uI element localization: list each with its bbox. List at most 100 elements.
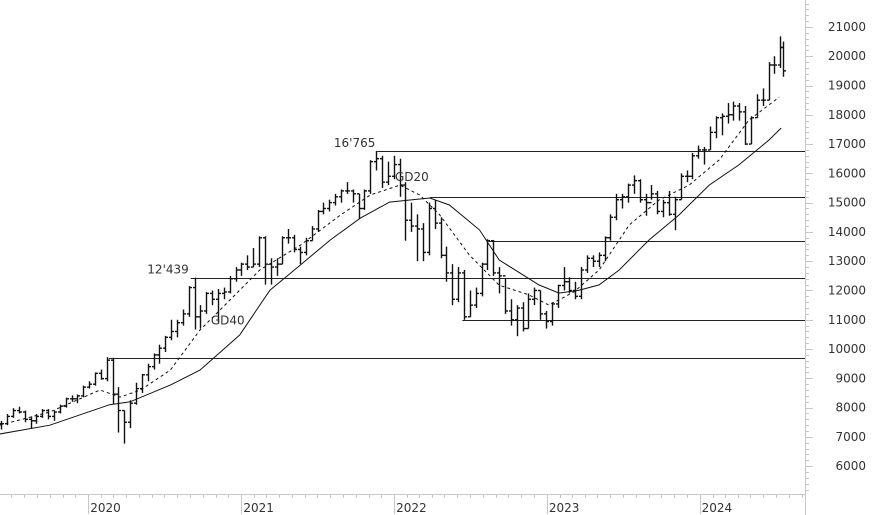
ohlc-bar [116, 387, 121, 433]
ohlc-bar [17, 406, 22, 414]
ohlc-bar [702, 146, 707, 165]
ohlc-bar [644, 193, 649, 216]
ohlc-bar [761, 88, 766, 107]
ohlc-bar [298, 246, 303, 265]
ohlc-bar [439, 217, 444, 259]
ohlc-bar [187, 286, 192, 317]
ohlc-bar [23, 410, 28, 423]
ohlc-bar [52, 410, 57, 421]
y-tick-label: 16000 [828, 166, 866, 180]
ohlc-bar [731, 101, 736, 121]
ohlc-bar [257, 236, 262, 268]
ohlc-bar [111, 357, 116, 404]
ohlc-bar [415, 214, 420, 262]
annotation-label: GD20 [395, 170, 429, 184]
ohlc-bar [696, 145, 701, 159]
ohlc-bar [532, 287, 537, 306]
ohlc-bar [515, 305, 520, 337]
ohlc-bar [603, 236, 608, 262]
ohlc-bar [781, 41, 786, 77]
ohlc-bar [474, 287, 479, 309]
ohlc-bar [661, 199, 666, 218]
ohlc-bar [40, 409, 45, 418]
ohlc-bar [690, 152, 695, 180]
moving-averages [0, 96, 782, 435]
ohlc-bar [245, 255, 250, 270]
ohlc-bar [0, 420, 4, 430]
ohlc-bar [755, 94, 760, 119]
ohlc-bar [122, 409, 127, 444]
ohlc-bar [456, 267, 461, 303]
ohlc-bar [58, 404, 63, 414]
ohlc-bar [749, 116, 754, 145]
y-tick-label: 20000 [828, 49, 866, 63]
ohlc-bar [562, 267, 567, 291]
ohlc-bar [485, 239, 490, 270]
ohlc-bar [626, 183, 631, 203]
ohlc-bar [5, 414, 10, 426]
ohlc-bar [608, 214, 613, 241]
ohlc-bar [239, 262, 244, 276]
ohlc-bar [152, 353, 157, 370]
ohlc-bar [620, 193, 625, 209]
y-tick-label: 14000 [828, 225, 866, 239]
ohlc-bar [714, 116, 719, 139]
ohlc-bar [193, 277, 198, 330]
y-tick-label: 18000 [828, 108, 866, 122]
y-tick-label: 12000 [828, 283, 866, 297]
ohlc-bar [204, 291, 209, 314]
y-tick-label: 15000 [828, 196, 866, 210]
y-tick-label: 11000 [828, 313, 866, 327]
annotations: 16'765 12'439 GD20 GD40 [147, 136, 428, 328]
ohlc-bar [468, 290, 473, 318]
ohlc-bar [263, 236, 268, 285]
ohlc-bar [433, 199, 438, 229]
x-tick-label: 2021 [243, 501, 274, 515]
ohlc-bar [292, 234, 297, 253]
ohlc-bar [597, 252, 602, 268]
y-tick-label: 6000 [835, 459, 866, 473]
ohlc-bar [251, 248, 256, 268]
ohlc-bar [737, 103, 742, 121]
ohlc-bar [649, 185, 654, 204]
y-tick-label: 17000 [828, 137, 866, 151]
y-tick-label: 10000 [828, 342, 866, 356]
ohlc-bar [321, 202, 326, 215]
ohlc-bar [269, 258, 274, 285]
ohlc-bar [181, 309, 186, 326]
ohlc-bar [585, 255, 590, 273]
ohlc-bar [198, 305, 203, 329]
ohlc-bar [134, 382, 139, 405]
ohlc-bar [491, 240, 496, 276]
ohlc-bar [720, 113, 725, 136]
ohlc-bar [87, 381, 92, 389]
ohlc-bar [544, 310, 549, 329]
x-tick-label: 2023 [549, 501, 580, 515]
ohlc-bar [591, 255, 596, 268]
ma-line-gd20 [0, 96, 780, 426]
ohlc-bar [550, 302, 555, 326]
ohlc-bar [614, 193, 619, 221]
ohlc-bar [567, 277, 572, 294]
ma-line-gd40 [0, 127, 782, 435]
ohlc-bar [99, 369, 104, 380]
ohlc-bar [673, 196, 678, 231]
ohlc-bar [444, 246, 449, 282]
ohlc-bar [368, 160, 373, 194]
ohlc-bar [157, 344, 162, 364]
ohlc-bar [286, 228, 291, 244]
ohlc-bar [497, 267, 502, 294]
ohlc-bar [767, 62, 772, 101]
ohlc-bar [275, 258, 280, 276]
ohlc-bar [316, 209, 321, 232]
ohlc-bar [11, 408, 16, 418]
ohlc-bar [169, 319, 174, 341]
ohlc-bar [105, 357, 110, 382]
ohlc-bar [75, 394, 80, 404]
ohlc-bar [228, 275, 233, 294]
ohlc-bar [726, 103, 731, 124]
ohlc-bar [310, 226, 315, 242]
ohlc-bar [357, 193, 362, 219]
ohlc-bar [81, 385, 86, 398]
ohlc-bar [345, 182, 350, 194]
